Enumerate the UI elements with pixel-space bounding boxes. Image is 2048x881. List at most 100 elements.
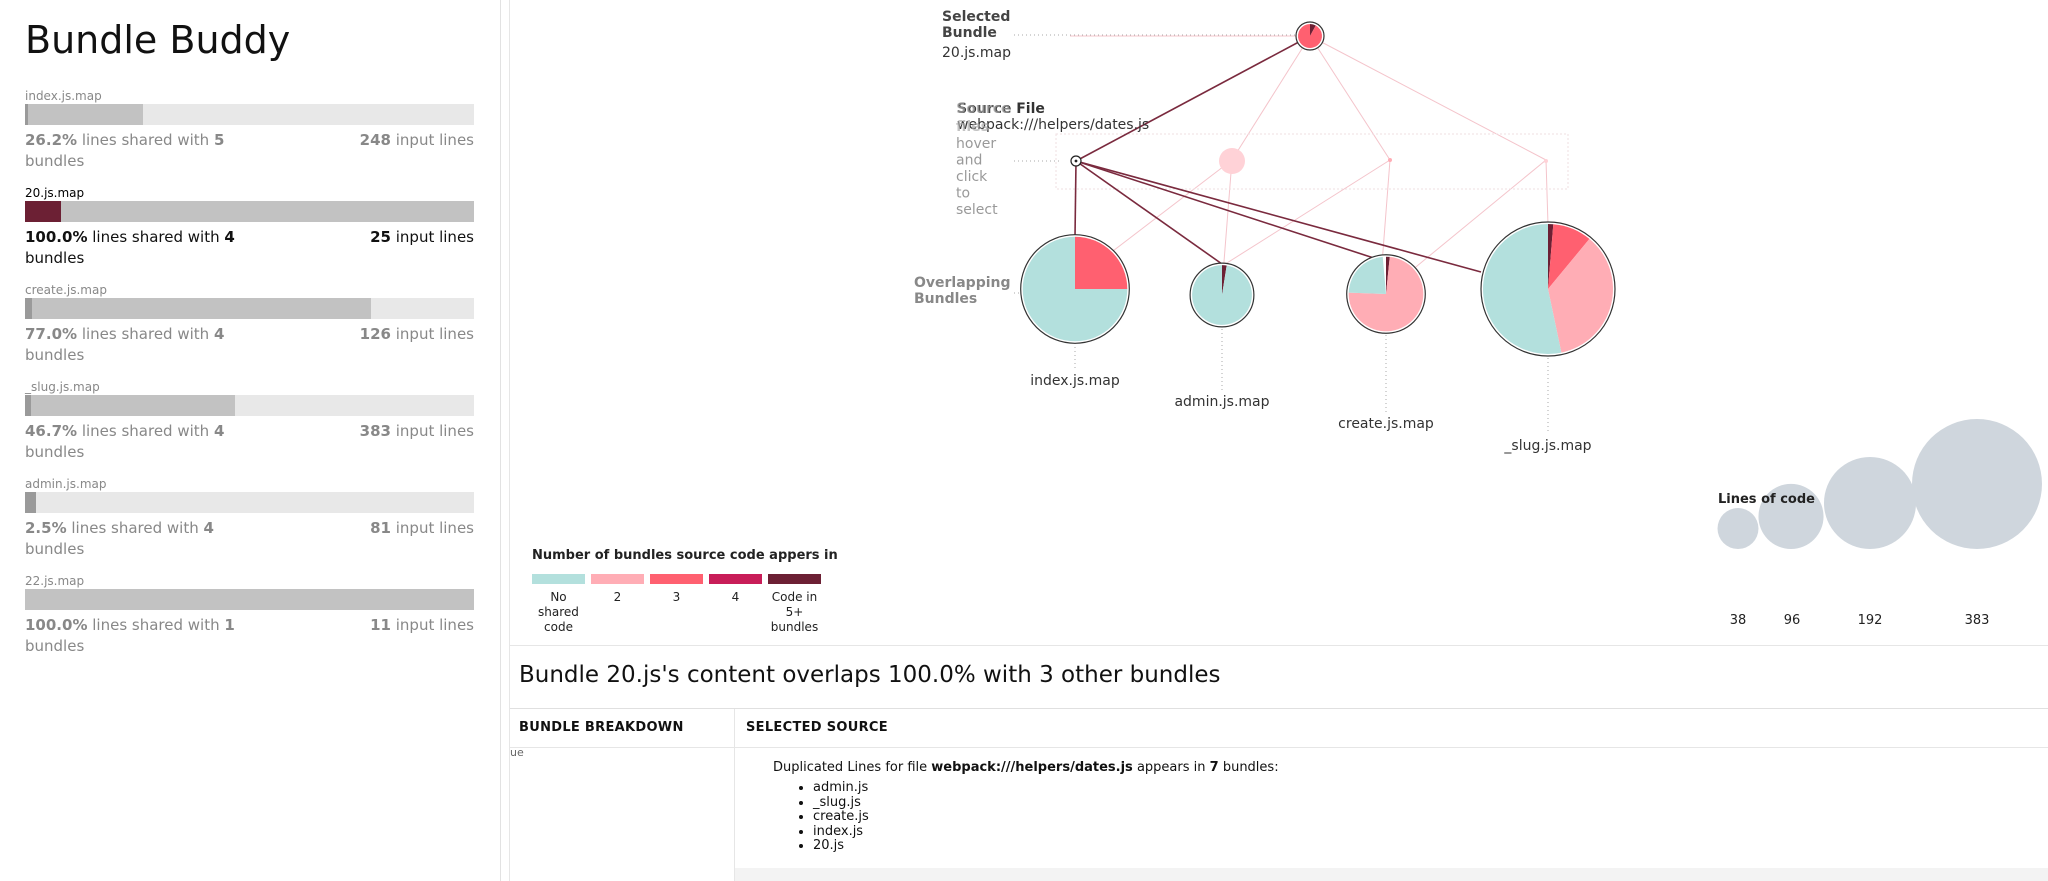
selected-source-panel: Duplicated Lines for file webpack:///hel… <box>773 760 1279 854</box>
pie-slice <box>1298 24 1322 48</box>
bundle-node-label: _slug.js.map <box>1503 438 1591 454</box>
pie-slice <box>1386 256 1390 294</box>
shared-pre: lines shared with <box>81 131 210 149</box>
dup-file: webpack:///helpers/dates.js <box>931 760 1133 775</box>
bundle-stats: 100.0% lines shared with 4 bundles 25 in… <box>25 227 474 269</box>
loc-legend-label: 38 <box>1729 613 1747 628</box>
input-count: 248 <box>359 131 391 149</box>
shared-post: bundles <box>25 443 85 461</box>
bundle-name: index.js.map <box>25 89 102 103</box>
shared-count: 4 <box>213 422 225 440</box>
bundle-pie-node[interactable] <box>1020 234 1130 344</box>
bundle-item-22[interactable]: 22.js.map 100.0% lines shared with 1 bun… <box>25 574 474 657</box>
pie-slice <box>1548 238 1613 353</box>
pie-slice <box>1483 224 1562 355</box>
shared-pre: lines shared with <box>81 422 210 440</box>
shared-percent: 100.0% <box>25 228 88 246</box>
tab-selected-source[interactable]: SELECTED SOURCE <box>746 720 888 735</box>
bundle-share-fill <box>25 395 235 416</box>
bundle-shared-text: 100.0% lines shared with 1 bundles <box>25 615 245 657</box>
input-count: 11 <box>370 616 391 634</box>
bundle-node-label: index.js.map <box>1030 373 1120 389</box>
shared-pre: lines shared with <box>81 325 210 343</box>
divider <box>510 645 2048 646</box>
input-count: 383 <box>359 422 391 440</box>
selected-bundle-pie[interactable] <box>1295 21 1325 51</box>
divider <box>510 708 2048 709</box>
divider <box>510 747 2048 748</box>
list-item: _slug.js <box>813 795 1279 811</box>
breakdown-truncated-text: ue <box>510 746 524 759</box>
background-network <box>1055 35 1569 291</box>
bundle-share-bar <box>25 104 474 125</box>
shared-percent: 100.0% <box>25 616 88 634</box>
pie-slice <box>1075 236 1128 289</box>
app-title: Bundle Buddy <box>25 18 291 62</box>
overlapping-bundles-label: Overlapping Bundles <box>914 275 1011 307</box>
bundle-share-bar <box>25 395 474 416</box>
loc-bubble <box>1823 456 1917 549</box>
pie-slice <box>1548 224 1590 289</box>
legend-item: 4 <box>709 574 762 605</box>
bundle-name: 20.js.map <box>25 186 85 200</box>
bundle-share-fill <box>25 104 143 125</box>
bundle-input-lines: 126 input lines <box>360 324 474 345</box>
legend-label: No shared code <box>538 590 579 634</box>
bundle-input-lines: 11 input lines <box>370 615 474 636</box>
shared-count: 5 <box>213 131 225 149</box>
loc-legend-title: Lines of code <box>1718 492 1815 507</box>
pie-slice <box>1348 256 1386 294</box>
dup-mid: appears in <box>1136 760 1206 775</box>
legend-label: 2 <box>613 590 622 604</box>
bundle-stats: 77.0% lines shared with 4 bundles 126 in… <box>25 324 474 366</box>
input-post: input lines <box>395 325 474 343</box>
bundle-item-admin[interactable]: admin.js.map 2.5% lines shared with 4 bu… <box>25 477 474 560</box>
bundle-item-create[interactable]: create.js.map 77.0% lines shared with 4 … <box>25 283 474 366</box>
input-post: input lines <box>395 616 474 634</box>
bundle-name: create.js.map <box>25 283 107 297</box>
legend-label: 3 <box>672 590 681 604</box>
list-item: 20.js <box>813 838 1279 854</box>
tab-bundle-breakdown[interactable]: BUNDLE BREAKDOWN <box>519 720 684 735</box>
bundle-stats: 46.7% lines shared with 4 bundles 383 in… <box>25 421 474 463</box>
bundle-share-dark-fill <box>25 298 33 319</box>
pie-slice <box>1548 224 1554 289</box>
bundle-shared-text: 2.5% lines shared with 4 bundles <box>25 518 245 560</box>
faint-source-node[interactable] <box>1388 158 1392 162</box>
bundle-node-label: create.js.map <box>1338 416 1434 432</box>
faint-source-node[interactable] <box>1219 148 1245 174</box>
bundle-share-fill <box>25 589 474 610</box>
bundle-list: admin.js _slug.js create.js index.js 20.… <box>773 780 1279 854</box>
shared-percent: 26.2% <box>25 131 78 149</box>
pie-slice <box>1222 265 1227 295</box>
bundle-input-lines: 81 input lines <box>370 518 474 539</box>
bundle-pie-node[interactable] <box>1346 254 1426 334</box>
faint-source-node[interactable] <box>1544 159 1548 163</box>
bundle-share-bar <box>25 589 474 610</box>
legend-swatch <box>591 574 644 584</box>
shared-percent: 77.0% <box>25 325 78 343</box>
legend-swatch <box>650 574 703 584</box>
bundle-item-index[interactable]: index.js.map 26.2% lines shared with 5 b… <box>25 89 474 172</box>
shared-count: 4 <box>213 325 225 343</box>
bundle-input-lines: 383 input lines <box>360 421 474 442</box>
bundle-share-fill <box>25 298 371 319</box>
label-leaders <box>1014 34 1549 434</box>
bundle-name: 22.js.map <box>25 574 85 588</box>
legend-label: Code in 5+ bundles <box>770 590 819 634</box>
bundle-share-dark-fill <box>25 201 61 222</box>
main-panel: Selected Bundle 20.js.map Source File web… <box>509 0 2048 881</box>
bundle-share-bar <box>25 492 474 513</box>
bundle-item-20[interactable]: 20.js.map 100.0% lines shared with 4 bun… <box>25 186 474 269</box>
source-file-label: Source File <box>957 101 1045 117</box>
bundle-item-slug[interactable]: _slug.js.map 46.7% lines shared with 4 b… <box>25 380 474 463</box>
shared-post: bundles <box>25 346 85 364</box>
bundle-stats: 100.0% lines shared with 1 bundles 11 in… <box>25 615 474 657</box>
bundle-name: _slug.js.map <box>25 380 100 394</box>
shared-post: bundles <box>25 152 85 170</box>
bundle-pie-node[interactable] <box>1480 221 1616 357</box>
shared-pre: lines shared with <box>92 616 220 634</box>
overlap-summary: Bundle 20.js's content overlaps 100.0% w… <box>519 662 1221 688</box>
shared-count: 4 <box>224 228 235 246</box>
bundle-pie-node[interactable] <box>1189 262 1255 328</box>
